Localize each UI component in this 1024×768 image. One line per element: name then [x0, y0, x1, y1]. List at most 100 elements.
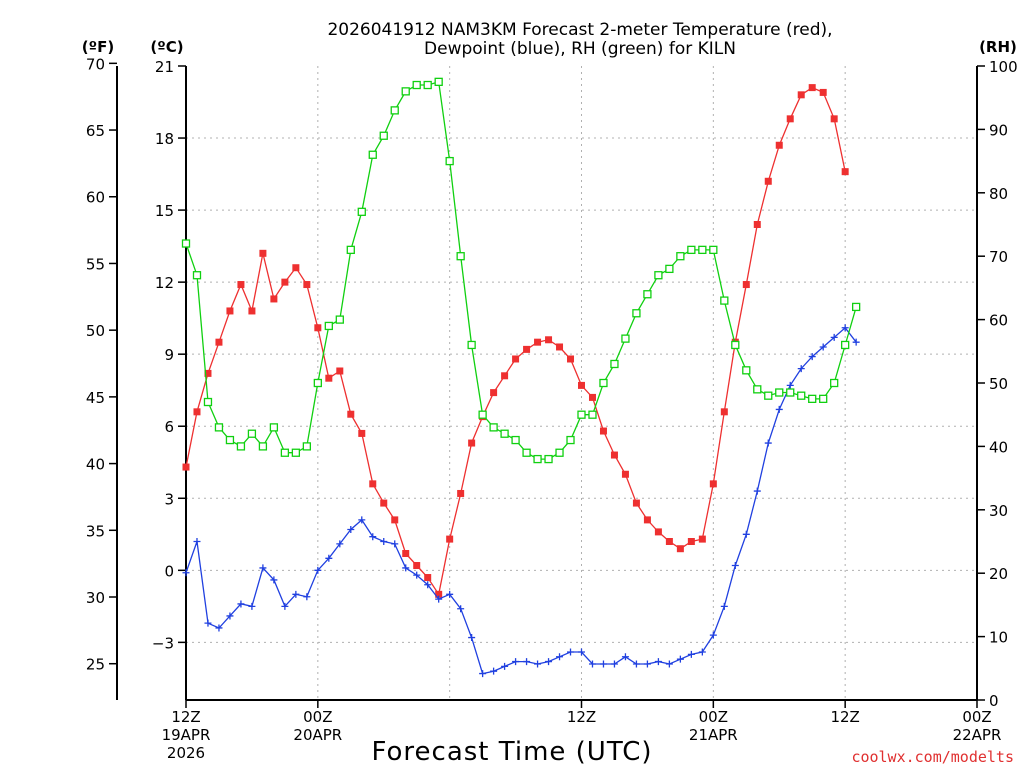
- rh-tick-label: 100: [989, 58, 1018, 76]
- temperature-point: [347, 410, 355, 418]
- dewpoint-point: [567, 648, 575, 656]
- dewpoint-point: [358, 516, 366, 524]
- temperature-point: [632, 499, 640, 507]
- rh-point: [500, 429, 509, 438]
- rh-point: [621, 334, 630, 343]
- dewpoint-point: [281, 602, 289, 610]
- temperature-point: [764, 177, 772, 185]
- temperature-point: [182, 463, 190, 471]
- celsius-tick-label: 3: [164, 490, 174, 508]
- dewpoint-point: [391, 540, 399, 548]
- dewpoint-point: [369, 533, 377, 541]
- dewpoint-point: [270, 576, 278, 584]
- credit-text: coolwx.com/modelts: [851, 748, 1014, 766]
- rh-tick-label: 20: [989, 565, 1008, 583]
- rh-point: [665, 264, 674, 274]
- rh-point: [797, 391, 806, 400]
- temperature-point: [215, 338, 223, 346]
- rh-point: [786, 388, 795, 397]
- dewpoint-point: [545, 658, 553, 666]
- fahrenheit-tick-label: 25: [86, 656, 105, 674]
- dewpoint-point: [457, 605, 465, 613]
- rh-point: [643, 290, 652, 299]
- celsius-tick-label: 21: [155, 58, 174, 76]
- rh-point: [456, 252, 465, 261]
- dewpoint-point: [325, 554, 333, 562]
- time-tick-label: 20APR: [293, 726, 342, 744]
- rh-point: [687, 245, 696, 255]
- rh-point: [511, 435, 520, 445]
- temperature-point: [709, 480, 717, 488]
- rh-point: [346, 245, 355, 255]
- temperature-point: [259, 249, 267, 257]
- dewpoint-point: [237, 600, 245, 608]
- temperature-point: [841, 168, 849, 176]
- time-tick-label: 00Z: [699, 708, 728, 726]
- rh-point: [698, 245, 707, 255]
- temperature-point: [380, 499, 388, 507]
- time-tick-label: 22APR: [953, 726, 1002, 744]
- dewpoint-point: [336, 540, 344, 548]
- dewpoint-point: [742, 530, 750, 538]
- rh-point: [852, 302, 861, 312]
- dewpoint-point: [753, 487, 761, 495]
- temperature-point: [588, 393, 596, 401]
- rh-point: [830, 378, 839, 388]
- temperature-point: [819, 88, 827, 96]
- rh-tick-label: 30: [989, 502, 1008, 520]
- dewpoint-point: [665, 660, 673, 668]
- rh-unit-label: (RH): [979, 38, 1017, 56]
- time-tick-label: 21APR: [689, 726, 738, 744]
- rh-tick-label: 70: [989, 248, 1008, 266]
- dewpoint-point: [512, 658, 520, 666]
- rh-point: [423, 80, 432, 90]
- temperature-point: [698, 535, 706, 543]
- temperature-point: [676, 545, 684, 553]
- dewpoint-point: [841, 324, 849, 332]
- dewpoint-point: [797, 365, 805, 373]
- dewpoint-point: [314, 566, 322, 574]
- dewpoint-point: [193, 538, 201, 545]
- rh-point: [280, 448, 290, 457]
- dewpoint-point: [292, 590, 300, 598]
- dewpoint-point: [182, 569, 190, 577]
- temperature-point: [556, 343, 564, 351]
- celsius-tick-label: 9: [164, 346, 174, 364]
- rh-tick-label: 50: [989, 375, 1008, 393]
- rh-point: [258, 442, 268, 451]
- rh-point: [731, 340, 740, 350]
- rh-point: [291, 448, 301, 457]
- dewpoint-point: [402, 564, 410, 572]
- temperature-point: [687, 538, 695, 545]
- temperature-point: [490, 389, 498, 397]
- rh-point: [577, 410, 586, 419]
- dewpoint-point: [676, 655, 684, 663]
- series-line: [185, 326, 857, 675]
- time-tick-label: 2026: [167, 744, 205, 762]
- dewpoint-point: [654, 658, 662, 666]
- rh-point: [236, 442, 246, 451]
- rh-point: [632, 309, 641, 318]
- rh-point: [676, 252, 685, 261]
- celsius-axis: −3 0 3 6 9 12 15 18 21: [152, 58, 186, 652]
- dewpoint-point: [643, 660, 651, 668]
- rh-point: [533, 454, 542, 464]
- rh-point: [489, 423, 498, 432]
- series-line: [185, 81, 857, 460]
- rh-tick-label: 40: [989, 438, 1008, 456]
- dewpoint-point: [731, 562, 739, 570]
- rh-point: [742, 366, 751, 375]
- temperature-point: [303, 281, 311, 289]
- dewpoint-point: [720, 602, 728, 610]
- fahrenheit-tick-label: 40: [86, 456, 105, 474]
- rh-point: [555, 448, 564, 457]
- rh-point: [313, 378, 322, 388]
- fahrenheit-unit-label: (ºF): [82, 38, 114, 56]
- temperature-point: [336, 367, 344, 375]
- rh-point: [478, 410, 487, 419]
- rh-tick-label: 60: [989, 312, 1008, 330]
- dewpoint-point: [534, 660, 542, 668]
- fahrenheit-tick-label: 30: [86, 589, 105, 607]
- temperature-point: [621, 470, 629, 478]
